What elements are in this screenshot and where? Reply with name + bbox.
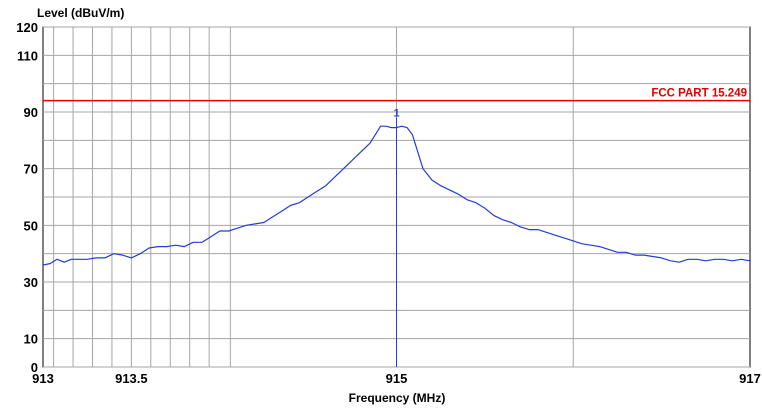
series-line [42, 125, 751, 266]
x-axis-title: Frequency (MHz) [349, 391, 446, 405]
peak-marker-group: 1 [393, 108, 400, 367]
y-axis-title: Level (dBuV/m) [37, 6, 124, 20]
y-tick-labels: 0 10 30 50 70 90 110 120 [16, 20, 38, 375]
x-tick-label: 913 [32, 371, 54, 386]
y-tick-label: 70 [24, 162, 38, 177]
x-tick-label: 913.5 [115, 371, 148, 386]
limit-line-group: FCC PART 15.249 [43, 88, 750, 102]
x-tick-label: 917 [739, 371, 761, 386]
y-tick-label: 30 [24, 275, 38, 290]
y-tick-label: 10 [24, 332, 38, 347]
y-tick-label: 0 [31, 360, 38, 375]
x-gridlines [53, 27, 574, 367]
x-tick-labels: 913 913.5 915 917 [32, 371, 761, 386]
x-tick-label: 915 [386, 371, 408, 386]
series-group [42, 125, 751, 266]
y-tick-label: 50 [24, 218, 38, 233]
y-tick-label: 110 [17, 48, 38, 63]
y-tick-label: 120 [16, 20, 38, 35]
peak-marker-label: 1 [393, 108, 399, 120]
fcc-limit-label: FCC PART 15.249 [651, 88, 747, 100]
y-tick-label: 90 [24, 105, 38, 120]
